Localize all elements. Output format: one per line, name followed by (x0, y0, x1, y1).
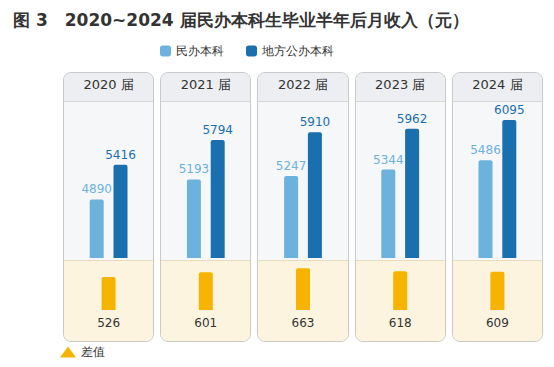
svg-text:5486: 5486 (470, 143, 501, 157)
svg-text:图 3 2020~2024 届民办本科生毕业半年后月收入（元: 图 3 2020~2024 届民办本科生毕业半年后月收入（元） (13, 10, 469, 30)
svg-text:民办本科: 民办本科 (176, 44, 224, 58)
svg-text:526: 526 (97, 316, 120, 330)
svg-text:地方公办本科: 地方公办本科 (261, 44, 334, 58)
svg-text:663: 663 (292, 316, 315, 330)
svg-text:5193: 5193 (179, 162, 210, 176)
svg-text:5962: 5962 (397, 112, 428, 126)
svg-text:2022 届: 2022 届 (278, 77, 328, 92)
svg-text:5247: 5247 (276, 159, 307, 173)
svg-text:609: 609 (486, 316, 509, 330)
svg-text:差值: 差值 (81, 345, 105, 359)
svg-text:2020 届: 2020 届 (83, 77, 133, 92)
svg-text:2021 届: 2021 届 (181, 77, 231, 92)
svg-text:5794: 5794 (202, 123, 233, 137)
svg-text:5416: 5416 (105, 148, 136, 162)
svg-text:5910: 5910 (300, 115, 331, 129)
svg-text:6095: 6095 (494, 103, 525, 117)
svg-text:618: 618 (389, 316, 412, 330)
svg-text:601: 601 (194, 316, 217, 330)
svg-text:2024 届: 2024 届 (472, 77, 522, 92)
svg-text:2023 届: 2023 届 (375, 77, 425, 92)
svg-text:5344: 5344 (373, 153, 404, 167)
svg-text:4890: 4890 (81, 182, 112, 196)
